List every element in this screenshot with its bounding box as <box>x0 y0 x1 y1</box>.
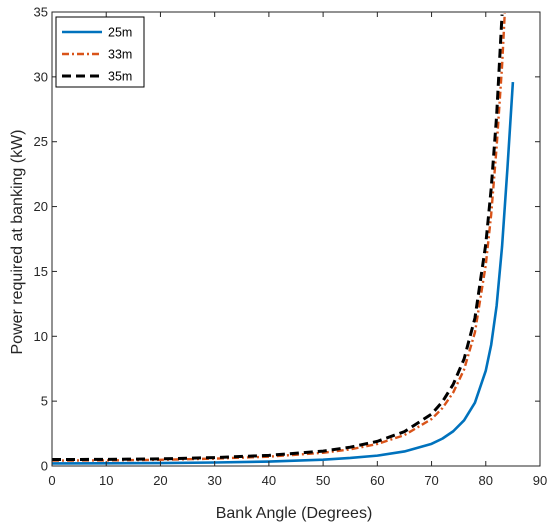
axes <box>51 11 541 467</box>
y-tick-label: 30 <box>34 69 48 84</box>
x-axis-label: Bank Angle (Degrees) <box>216 505 373 522</box>
legend-label-33m: 33m <box>108 48 132 62</box>
y-tick-label: 15 <box>34 264 48 279</box>
y-axis-label: Power required at banking (kW) <box>9 130 26 355</box>
series-line-25m <box>51 81 515 465</box>
x-tick-label: 50 <box>316 473 330 488</box>
x-tick-label: 10 <box>99 473 113 488</box>
y-tick-label: 5 <box>41 394 48 409</box>
y-tick-labels: 0 5 10 15 20 25 30 35 <box>34 5 48 474</box>
x-tick-label: 30 <box>207 473 221 488</box>
y-tick-label: 35 <box>34 5 48 20</box>
x-tick-labels: 0 10 20 30 40 50 60 70 80 90 <box>48 473 547 488</box>
x-tick-label: 70 <box>424 473 438 488</box>
y-tick-label: 25 <box>34 134 48 149</box>
x-tick-label: 20 <box>153 473 167 488</box>
legend-label-35m: 35m <box>108 70 132 84</box>
y-tick-label: 20 <box>34 199 48 214</box>
x-tick-label: 90 <box>533 473 547 488</box>
x-tick-label: 40 <box>262 473 276 488</box>
x-tick-label: 60 <box>370 473 384 488</box>
x-tick-label: 0 <box>48 473 55 488</box>
y-tick-label: 10 <box>34 329 48 344</box>
x-tick-label: 80 <box>479 473 493 488</box>
legend-label-25m: 25m <box>108 26 132 40</box>
plot-lines <box>51 13 515 465</box>
series-line-35m <box>51 14 504 462</box>
y-tick-label: 0 <box>41 459 48 474</box>
legend: 25m 33m 35m <box>55 16 145 88</box>
series-line-33m <box>51 13 506 462</box>
axes-box <box>51 11 541 467</box>
